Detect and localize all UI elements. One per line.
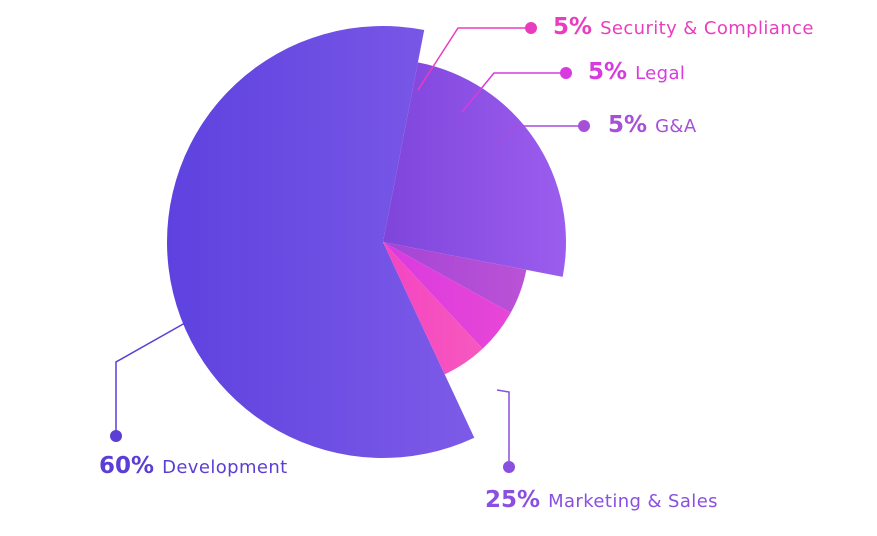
label-security: 5% Security & Compliance (553, 16, 814, 39)
slice-value-label: 25% (485, 487, 541, 513)
leader-dot (525, 22, 537, 34)
slice-legal (383, 242, 511, 349)
leader-legal (461, 72, 566, 113)
leader-development (115, 322, 186, 436)
slice-security-compliance (383, 242, 483, 375)
leader-dot (110, 430, 122, 442)
slice-name-label: Security & Compliance (600, 18, 814, 39)
slice-name-label: Marketing & Sales (548, 491, 718, 512)
slice-value-label: 5% (608, 112, 648, 138)
slice-name-label: Development (162, 457, 288, 478)
slice-development (167, 26, 475, 458)
slice-value-label: 5% (553, 14, 593, 40)
slice-marketing-sales (383, 62, 566, 277)
leader-dot (503, 461, 515, 473)
slice-value-label: 5% (588, 59, 628, 85)
leader-ga (494, 125, 584, 147)
leader-dot (560, 67, 572, 79)
leader-security-compliance (417, 27, 531, 91)
label-marketing: 25% Marketing & Sales (485, 489, 718, 512)
slice-value-label: 60% (99, 453, 155, 479)
leader-dot (578, 120, 590, 132)
label-legal: 5% Legal (588, 61, 685, 84)
slice-name-label: Legal (635, 63, 686, 84)
slice-name-label: G&A (655, 116, 697, 137)
label-ga: 5% G&A (608, 114, 697, 137)
leader-marketing-sales (496, 389, 510, 467)
slice-ga (383, 242, 527, 313)
label-development: 60% Development (99, 455, 288, 478)
